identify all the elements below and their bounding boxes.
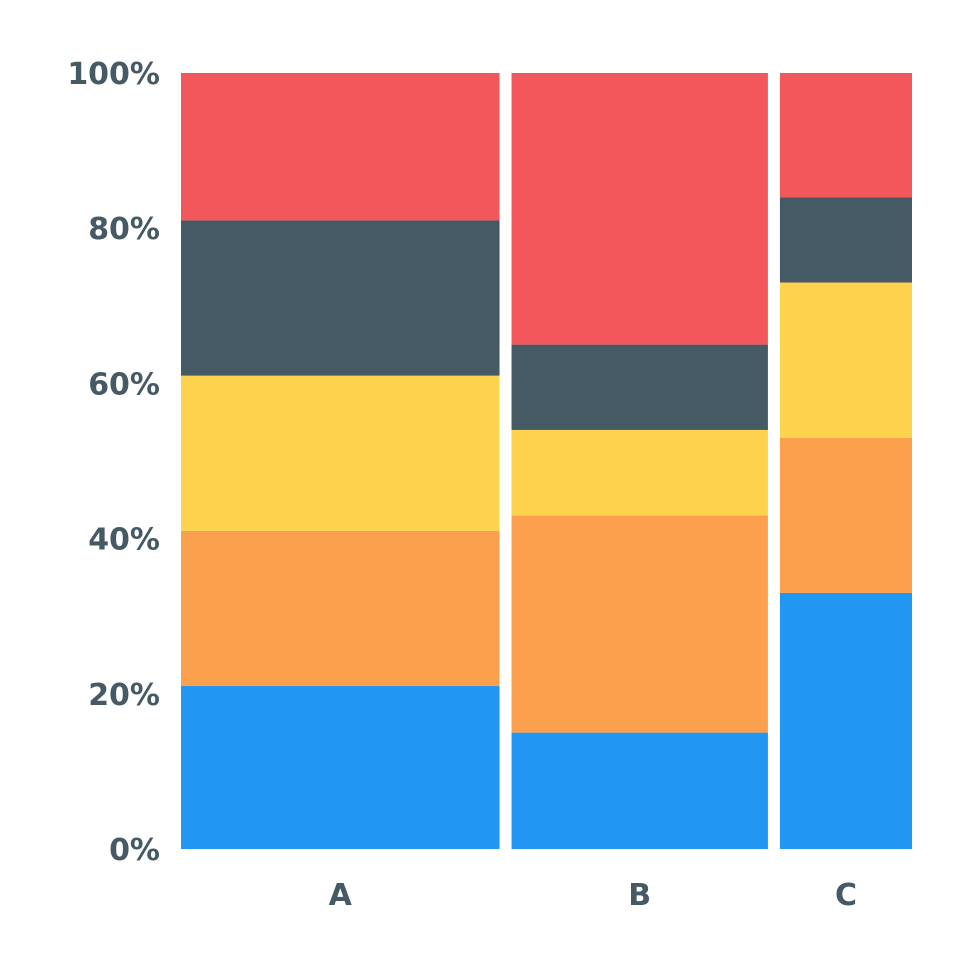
bar-segment-c-3	[779, 282, 912, 438]
bar-segment-c-5	[779, 73, 912, 198]
x-category-label: B	[628, 878, 651, 913]
x-category-label: A	[329, 878, 353, 913]
bar-segment-b-3	[511, 429, 768, 516]
plot-area	[181, 73, 912, 849]
x-category-label: C	[835, 878, 857, 913]
bar-segment-c-2	[779, 437, 912, 593]
y-axis: 0% 20% 40% 60% 80% 100%	[67, 57, 160, 868]
bar-segment-c-1	[779, 592, 912, 849]
bar-segment-a-5	[181, 73, 500, 221]
y-tick-label: 0%	[109, 833, 160, 868]
bar-segment-b-1	[511, 732, 768, 849]
bar-segment-b-5	[511, 73, 768, 345]
bar-segment-a-2	[181, 530, 500, 687]
bar-segment-a-3	[181, 375, 500, 531]
bar-segment-a-1	[181, 686, 500, 849]
bar-segment-b-4	[511, 344, 768, 430]
bar-segment-a-4	[181, 220, 500, 376]
y-tick-label: 20%	[88, 678, 160, 713]
bar-segment-b-2	[511, 515, 768, 733]
x-axis: A B C	[329, 878, 857, 913]
y-tick-label: 60%	[88, 367, 160, 402]
y-tick-label: 100%	[67, 57, 160, 92]
y-tick-label: 80%	[88, 212, 160, 247]
bar-segment-c-4	[779, 197, 912, 283]
y-tick-label: 40%	[88, 523, 160, 558]
